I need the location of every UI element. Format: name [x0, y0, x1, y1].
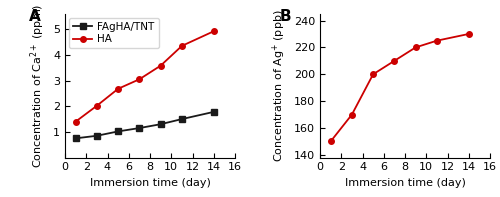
FAgHA/TNT: [179, 118, 185, 120]
Line: FAgHA/TNT: FAgHA/TNT: [73, 109, 217, 141]
HA: [158, 64, 164, 67]
HA: [72, 120, 78, 123]
FAgHA/TNT: [115, 130, 121, 133]
FAgHA/TNT: [158, 123, 164, 125]
HA: [94, 105, 100, 107]
HA: [136, 78, 142, 80]
FAgHA: [328, 140, 334, 143]
X-axis label: Immersion time (day): Immersion time (day): [90, 178, 210, 188]
FAgHA/TNT: [211, 111, 217, 113]
Y-axis label: Concentration of Ag$^{+}$ (ppb): Concentration of Ag$^{+}$ (ppb): [271, 9, 288, 162]
FAgHA: [466, 33, 472, 35]
FAgHA/TNT: [136, 127, 142, 129]
Y-axis label: Concentration of Ca$^{2+}$ (ppm): Concentration of Ca$^{2+}$ (ppm): [29, 4, 48, 168]
FAgHA: [370, 73, 376, 75]
FAgHA: [349, 113, 355, 116]
Line: HA: HA: [73, 29, 217, 125]
FAgHA/TNT: [72, 137, 78, 139]
Text: B: B: [279, 9, 291, 24]
X-axis label: Immersion time (day): Immersion time (day): [344, 178, 466, 188]
Legend: FAgHA/TNT, HA: FAgHA/TNT, HA: [69, 18, 158, 48]
HA: [211, 30, 217, 33]
HA: [179, 45, 185, 47]
FAgHA: [412, 46, 418, 49]
FAgHA: [392, 60, 398, 62]
FAgHA: [434, 39, 440, 42]
FAgHA/TNT: [94, 135, 100, 137]
Text: A: A: [30, 9, 41, 24]
Line: FAgHA: FAgHA: [328, 31, 472, 144]
HA: [115, 88, 121, 90]
